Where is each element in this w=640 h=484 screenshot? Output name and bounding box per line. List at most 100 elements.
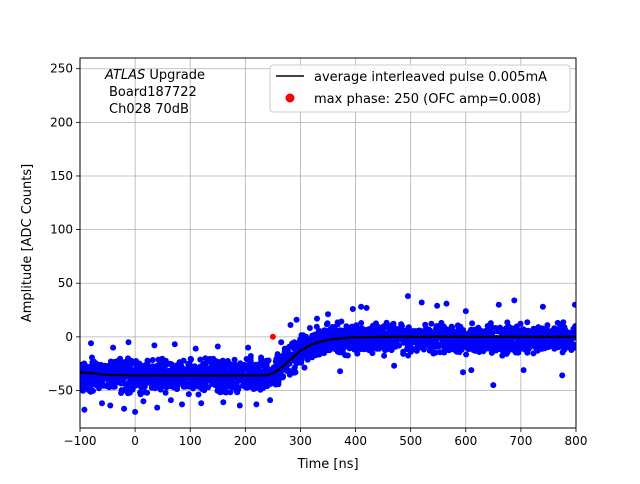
- average-pulse-point: [558, 335, 561, 339]
- scatter-point: [435, 324, 442, 331]
- scatter-outlier-point: [283, 366, 290, 372]
- scatter-point: [325, 344, 332, 351]
- scatter-point: [405, 352, 412, 359]
- scatter-point: [264, 365, 271, 372]
- legend: average interleaved pulse 0.005mA max ph…: [269, 64, 571, 113]
- scatter-point: [304, 347, 311, 354]
- scatter-point: [199, 378, 206, 385]
- scatter-point: [534, 347, 541, 354]
- average-pulse-point: [125, 374, 128, 377]
- scatter-outlier-point: [179, 401, 185, 408]
- average-pulse-point: [108, 373, 112, 377]
- scatter-point: [378, 342, 385, 349]
- average-pulse-point: [349, 336, 353, 339]
- scatter-point: [223, 389, 229, 396]
- scatter-point: [252, 368, 258, 375]
- scatter-outlier-point: [511, 297, 518, 304]
- average-pulse-point: [118, 373, 121, 377]
- scatter-point: [465, 346, 472, 353]
- scatter-outlier-point: [418, 299, 425, 306]
- scatter-outlier-point: [107, 402, 114, 409]
- scatter-point: [453, 348, 460, 355]
- scatter-point: [212, 382, 219, 389]
- scatter-point: [274, 351, 281, 358]
- scatter-point: [143, 368, 150, 375]
- scatter-point: [177, 363, 184, 370]
- average-pulse-point: [85, 371, 88, 375]
- scatter-point: [284, 350, 291, 357]
- scatter-outlier-point: [571, 301, 576, 308]
- scatter-point: [80, 387, 86, 394]
- average-pulse-point: [475, 335, 479, 339]
- average-pulse-point: [449, 335, 452, 339]
- scatter-point: [560, 319, 567, 326]
- average-pulse-point: [164, 374, 168, 377]
- average-pulse-point: [303, 346, 307, 350]
- average-pulse-point: [280, 365, 284, 369]
- scatter-outlier-point: [462, 308, 469, 315]
- average-pulse-point: [468, 335, 472, 339]
- average-pulse-point: [495, 335, 498, 339]
- average-pulse-point: [144, 374, 148, 377]
- scatter-point: [343, 323, 350, 330]
- scatter-point: [332, 329, 339, 336]
- average-pulse-point: [273, 370, 277, 374]
- average-pulse-point: [339, 336, 343, 340]
- average-pulse-point: [459, 335, 462, 339]
- scatter-point: [201, 387, 208, 394]
- y-tick-label: 0: [65, 330, 73, 344]
- scatter-point: [167, 360, 174, 367]
- scatter-point: [133, 367, 140, 374]
- scatter-point: [129, 379, 136, 386]
- y-tick-label: 50: [58, 276, 73, 290]
- scatter-point: [153, 382, 160, 389]
- scatter-point: [490, 343, 497, 350]
- scatter-point: [325, 329, 332, 336]
- scatter-point: [425, 326, 432, 333]
- average-pulse-point: [412, 335, 416, 339]
- scatter-point: [565, 329, 572, 336]
- average-pulse-point: [525, 335, 528, 339]
- average-pulse-point: [462, 335, 465, 339]
- scatter-outlier-point: [278, 339, 285, 346]
- average-pulse-point: [389, 335, 393, 339]
- scatter-point: [219, 384, 226, 391]
- average-pulse-point: [379, 335, 383, 339]
- scatter-outlier-point: [125, 339, 132, 346]
- scatter-outlier-point: [539, 303, 546, 310]
- scatter-outlier-point: [121, 405, 128, 412]
- average-pulse-point: [406, 335, 409, 339]
- average-pulse-point: [101, 373, 105, 376]
- scatter-point: [480, 348, 487, 355]
- scatter-point: [195, 391, 202, 398]
- scatter-point: [547, 339, 554, 346]
- scatter-point: [149, 368, 156, 375]
- scatter-point: [343, 337, 350, 344]
- average-pulse-point: [571, 335, 574, 339]
- scatter-point: [182, 378, 189, 385]
- scatter-point: [341, 342, 348, 349]
- average-pulse-point: [482, 335, 485, 339]
- scatter-point: [484, 327, 491, 333]
- scatter-point: [176, 359, 183, 366]
- scatter-point: [428, 320, 435, 327]
- x-tick-label: 800: [565, 434, 588, 448]
- scatter-outlier-point: [349, 306, 356, 312]
- scatter-point: [291, 369, 298, 376]
- average-pulse-point: [250, 374, 254, 377]
- scatter-point: [520, 327, 527, 334]
- scatter-outlier-point: [434, 302, 441, 309]
- scatter-point: [254, 383, 261, 390]
- scatter-point: [186, 360, 193, 367]
- scatter-outlier-point: [267, 397, 274, 404]
- average-pulse-point: [237, 374, 240, 377]
- scatter-point: [213, 362, 220, 368]
- scatter-point: [358, 320, 365, 326]
- scatter-point: [513, 348, 520, 355]
- scatter-point: [99, 377, 106, 384]
- average-pulse-point: [416, 335, 419, 339]
- annotation-line-2: Board187722: [109, 85, 197, 100]
- scatter-point: [514, 341, 521, 348]
- average-pulse-point: [277, 368, 280, 372]
